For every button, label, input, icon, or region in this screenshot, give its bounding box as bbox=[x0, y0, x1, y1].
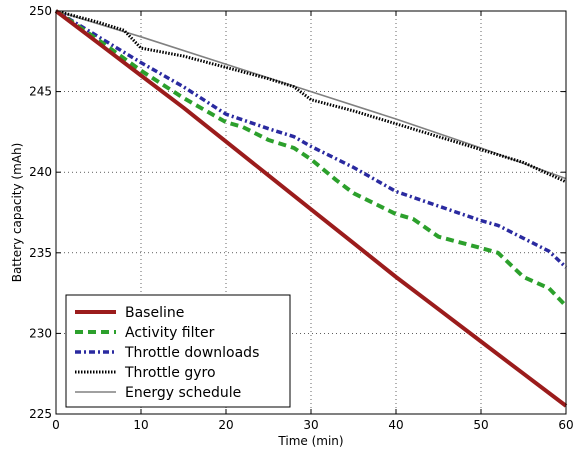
x-tick-label: 40 bbox=[388, 418, 403, 432]
legend-label-baseline: Baseline bbox=[125, 305, 184, 321]
x-tick-label: 0 bbox=[52, 418, 60, 432]
y-tick-label: 225 bbox=[29, 407, 52, 421]
legend-label-activity-filter: Activity filter bbox=[125, 325, 215, 341]
legend-label-throttle-downloads: Throttle downloads bbox=[124, 345, 259, 361]
x-tick-label: 10 bbox=[133, 418, 148, 432]
y-tick-label: 250 bbox=[29, 4, 52, 18]
x-tick-label: 20 bbox=[218, 418, 233, 432]
series-line-throttle-gyro bbox=[55, 9, 567, 184]
y-tick-label: 230 bbox=[29, 326, 52, 340]
series-lines bbox=[54, 9, 568, 408]
y-tick-label: 235 bbox=[29, 246, 52, 260]
x-tick-label: 60 bbox=[558, 418, 573, 432]
y-axis-label: Battery capacity (mAh) bbox=[10, 143, 24, 283]
x-tick-label: 50 bbox=[473, 418, 488, 432]
legend-label-energy-schedule: Energy schedule bbox=[125, 385, 241, 401]
x-axis-label: Time (min) bbox=[277, 434, 343, 448]
axis-ticks: 0 10 20 30 40 50 60 225 230 235 240 245 250 bbox=[29, 4, 574, 432]
x-tick-label: 30 bbox=[303, 418, 318, 432]
series-line-throttle-downloads bbox=[55, 9, 568, 269]
y-tick-label: 240 bbox=[29, 165, 52, 179]
series-line-energy-schedule bbox=[55, 10, 567, 180]
y-tick-label: 245 bbox=[29, 85, 52, 99]
series-line-baseline bbox=[54, 9, 568, 408]
series-line-activity-filter bbox=[54, 9, 568, 308]
legend: Baseline Activity filter Throttle download… bbox=[65, 294, 291, 408]
legend-label-throttle-gyro: Throttle gyro bbox=[124, 365, 216, 381]
